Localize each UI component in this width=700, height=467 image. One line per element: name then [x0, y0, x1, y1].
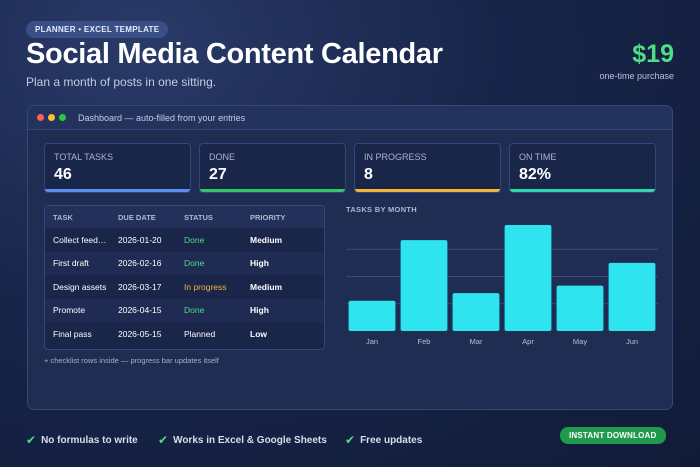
kpi-label: IN PROGRESS [364, 152, 427, 162]
priority-cell: High [250, 258, 269, 269]
column-header-status: STATUS [184, 212, 213, 222]
task-cell: Collect feedb… [53, 234, 111, 245]
kpi-accent-line [45, 189, 190, 192]
chart-bar-may [556, 285, 604, 331]
status-cell: In progress [184, 281, 227, 292]
chart-x-tick-label: May [573, 337, 587, 346]
chart-bar-jan [348, 300, 396, 331]
chart-x-tick-label: Jun [626, 337, 638, 346]
feature-label: Works in Excel & Google Sheets [173, 434, 327, 446]
task-table: TASK DUE DATE STATUS PRIORITY Collect fe… [44, 205, 325, 350]
checkmark-icon: ✔ [158, 433, 169, 447]
page-title: Social Media Content Calendar [26, 38, 443, 70]
kpi-on-time: ON TIME 82% [509, 143, 656, 193]
feature-free-updates: ✔ Free updates [345, 433, 422, 447]
dashboard-panel: Dashboard — auto-filled from your entrie… [27, 105, 673, 410]
chart-title: TASKS BY MONTH [346, 205, 418, 214]
status-cell: Done [184, 234, 205, 245]
window-maximize-dot [59, 114, 66, 121]
table-row[interactable]: Collect feedb… 2026-01-20 Done Medium [45, 228, 324, 252]
table-row[interactable]: Final pass 2026-05-15 Planned Low [45, 322, 324, 346]
priority-cell: Low [250, 328, 267, 339]
due-date-cell: 2026-02-16 [118, 258, 162, 269]
status-cell: Done [184, 305, 205, 316]
chart-bar-jun [608, 262, 656, 331]
window-close-dot [37, 114, 44, 121]
kpi-label: ON TIME [519, 152, 557, 162]
kpi-value: 46 [54, 166, 72, 183]
kpi-accent-line [510, 189, 655, 192]
kpi-label: DONE [209, 152, 236, 162]
price-note: one-time purchase [599, 71, 674, 81]
task-cell: Final pass [53, 328, 92, 339]
feature-label: No formulas to write [41, 434, 138, 446]
panel-title-bar: Dashboard — auto-filled from your entrie… [28, 106, 672, 130]
chart-x-tick-label: Jan [366, 337, 378, 346]
page-subtitle: Plan a month of posts in one sitting. [26, 75, 217, 89]
chart-bar-feb [400, 240, 448, 331]
table-note: + checklist rows inside — progress bar u… [44, 356, 219, 365]
feature-excel-google-sheets: ✔ Works in Excel & Google Sheets [158, 433, 327, 447]
chart-x-tick-label: Mar [470, 337, 483, 346]
kpi-in-progress: IN PROGRESS 8 [354, 143, 501, 193]
table-row[interactable]: Promote 2026-04-15 Done High [45, 298, 324, 322]
kpi-accent-line [355, 189, 500, 192]
product-badge: PLANNER • EXCEL TEMPLATE [26, 21, 169, 38]
feature-label: Free updates [360, 434, 423, 446]
due-date-cell: 2026-03-17 [118, 281, 162, 292]
column-header-task: TASK [53, 212, 73, 222]
due-date-cell: 2026-05-15 [118, 328, 162, 339]
chart-x-tick-label: Apr [522, 337, 534, 346]
due-date-cell: 2026-04-15 [118, 305, 162, 316]
column-header-priority: PRIORITY [250, 212, 286, 222]
due-date-cell: 2026-01-20 [118, 234, 162, 245]
checkmark-icon: ✔ [26, 433, 37, 447]
tasks-by-month-chart: Jan Feb Mar Apr May Jun [346, 225, 658, 346]
instant-download-button[interactable]: INSTANT DOWNLOAD [560, 427, 666, 444]
task-cell: First draft [53, 258, 89, 269]
kpi-done: DONE 27 [199, 143, 346, 193]
table-row[interactable]: First draft 2026-02-16 Done High [45, 251, 324, 275]
table-row[interactable]: Design assets 2026-03-17 In progress Med… [45, 275, 324, 299]
status-cell: Done [184, 258, 205, 269]
priority-cell: High [250, 305, 269, 316]
chart-bar-mar [452, 293, 500, 331]
kpi-value: 27 [209, 166, 227, 183]
kpi-value: 82% [519, 166, 552, 183]
status-cell: Planned [184, 328, 216, 339]
column-header-due-date: DUE DATE [118, 212, 156, 222]
table-header: TASK DUE DATE STATUS PRIORITY [45, 206, 324, 228]
price: $19 [632, 40, 674, 68]
kpi-total-tasks: TOTAL TASKS 46 [44, 143, 191, 193]
kpi-label: TOTAL TASKS [54, 152, 114, 162]
chart-x-tick-label: Feb [418, 337, 431, 346]
panel-title: Dashboard — auto-filled from your entrie… [78, 112, 246, 123]
kpi-accent-line [200, 189, 345, 192]
feature-no-formulas: ✔ No formulas to write [26, 433, 138, 447]
task-cell: Design assets [53, 281, 107, 292]
priority-cell: Medium [250, 281, 283, 292]
checkmark-icon: ✔ [345, 433, 356, 447]
priority-cell: Medium [250, 234, 283, 245]
window-minimize-dot [48, 114, 55, 121]
kpi-value: 8 [364, 166, 373, 183]
chart-bar-apr [504, 225, 552, 331]
task-cell: Promote [53, 305, 86, 316]
